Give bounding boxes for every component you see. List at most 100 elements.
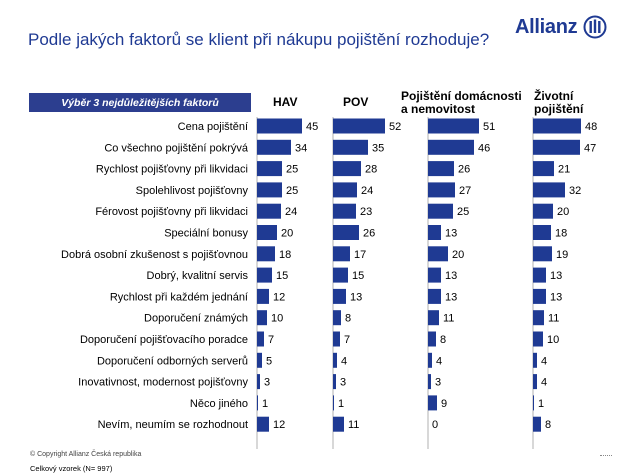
data-label: 4 — [541, 355, 547, 367]
bar — [257, 161, 282, 177]
sample-note: Celkový vzorek (N= 997) — [30, 464, 113, 473]
data-label: 51 — [483, 121, 495, 133]
data-label: 48 — [585, 121, 597, 133]
bar — [257, 139, 291, 155]
data-label: 15 — [276, 270, 288, 282]
bar — [428, 374, 431, 390]
bar — [257, 118, 302, 134]
bar — [333, 246, 350, 262]
bar — [257, 331, 264, 347]
category-label: Speciální bonusy — [164, 228, 248, 240]
bar — [257, 246, 275, 262]
bar — [533, 267, 546, 283]
data-label: 0 — [432, 419, 438, 431]
data-label: 4 — [341, 355, 347, 367]
bar — [533, 161, 554, 177]
data-label: 28 — [365, 164, 377, 176]
data-label: 1 — [538, 398, 544, 410]
data-label: 25 — [286, 164, 298, 176]
category-label: Doporučení pojišťovacího poradce — [80, 334, 248, 346]
data-label: 20 — [557, 206, 569, 218]
data-label: 4 — [541, 377, 547, 389]
bar — [533, 182, 565, 198]
series-header-domacnost: Pojištění domácnosti a nemovitost — [401, 89, 522, 116]
category-label: Dobrá osobní zkušenost s pojišťovnou — [61, 249, 248, 261]
data-label: 13 — [550, 291, 562, 303]
data-label: 4 — [436, 355, 442, 367]
category-label: Cena pojištění — [178, 121, 248, 133]
bar — [533, 352, 537, 368]
bar — [533, 310, 544, 326]
bar — [333, 267, 348, 283]
bar — [333, 203, 356, 219]
category-label: Rychlost při každém jednání — [110, 291, 248, 303]
data-label: 24 — [285, 206, 297, 218]
bar — [257, 416, 269, 432]
data-label: 18 — [279, 249, 291, 261]
bar — [333, 416, 344, 432]
data-label: 45 — [306, 121, 318, 133]
bar — [428, 161, 454, 177]
series-header-hav: HAV — [273, 95, 298, 109]
data-label: 26 — [363, 228, 375, 240]
series-header-pov: POV — [343, 95, 369, 109]
data-label: 1 — [338, 398, 344, 410]
bar — [257, 267, 272, 283]
chart-title: Podle jakých faktorů se klient při nákup… — [28, 30, 490, 49]
data-label: 12 — [273, 419, 285, 431]
data-label: 24 — [361, 185, 373, 197]
bar — [333, 118, 385, 134]
category-label: Nevím, neumím se rozhodnout — [98, 419, 248, 431]
bar — [428, 288, 441, 304]
data-label: 11 — [443, 313, 454, 325]
series-header-zivotni: Životní pojištění — [534, 89, 584, 116]
bar — [428, 182, 455, 198]
data-label: 25 — [286, 185, 298, 197]
data-label: 18 — [555, 228, 567, 240]
data-label: 13 — [445, 291, 457, 303]
data-label: 25 — [457, 206, 469, 218]
data-label: 20 — [452, 249, 464, 261]
category-label: Doporučení odborných serverů — [97, 355, 248, 367]
bar — [533, 139, 580, 155]
data-label: 52 — [389, 121, 401, 133]
bar — [428, 118, 479, 134]
data-label: 8 — [545, 419, 551, 431]
data-label: 12 — [273, 291, 285, 303]
bar — [533, 246, 552, 262]
bar — [533, 374, 537, 390]
bar — [333, 374, 336, 390]
bar — [257, 352, 262, 368]
data-label: 11 — [348, 419, 359, 431]
data-label: 35 — [372, 142, 384, 154]
bar — [257, 310, 267, 326]
footer-divider — [600, 455, 612, 456]
category-label: Férovost pojišťovny při likvidaci — [95, 206, 248, 218]
bar — [333, 288, 346, 304]
data-label: 15 — [352, 270, 364, 282]
factors-header: Výběr 3 nejdůležitějších faktorů — [29, 93, 251, 112]
bar — [533, 203, 553, 219]
bar — [428, 139, 474, 155]
data-label: 27 — [459, 185, 471, 197]
bar — [257, 203, 281, 219]
data-label: 8 — [440, 334, 446, 346]
bar — [428, 331, 436, 347]
bar — [533, 288, 546, 304]
allianz-eagle-icon — [583, 15, 607, 39]
category-label: Co všechno pojištění pokrývá — [104, 142, 249, 154]
data-label: 3 — [264, 377, 270, 389]
category-label: Dobrý, kvalitní servis — [147, 270, 249, 282]
bar — [533, 225, 551, 240]
bar — [333, 161, 361, 177]
data-label: 7 — [344, 334, 350, 346]
bar — [428, 225, 441, 240]
category-label: Rychlost pojišťovny při likvidaci — [96, 164, 248, 176]
bar — [257, 225, 277, 240]
bar — [257, 182, 282, 198]
category-label: Spolehlivost pojišťovny — [136, 185, 249, 197]
data-label: 7 — [268, 334, 274, 346]
data-label: 11 — [548, 313, 559, 325]
bar — [428, 203, 453, 219]
bar — [428, 246, 448, 262]
